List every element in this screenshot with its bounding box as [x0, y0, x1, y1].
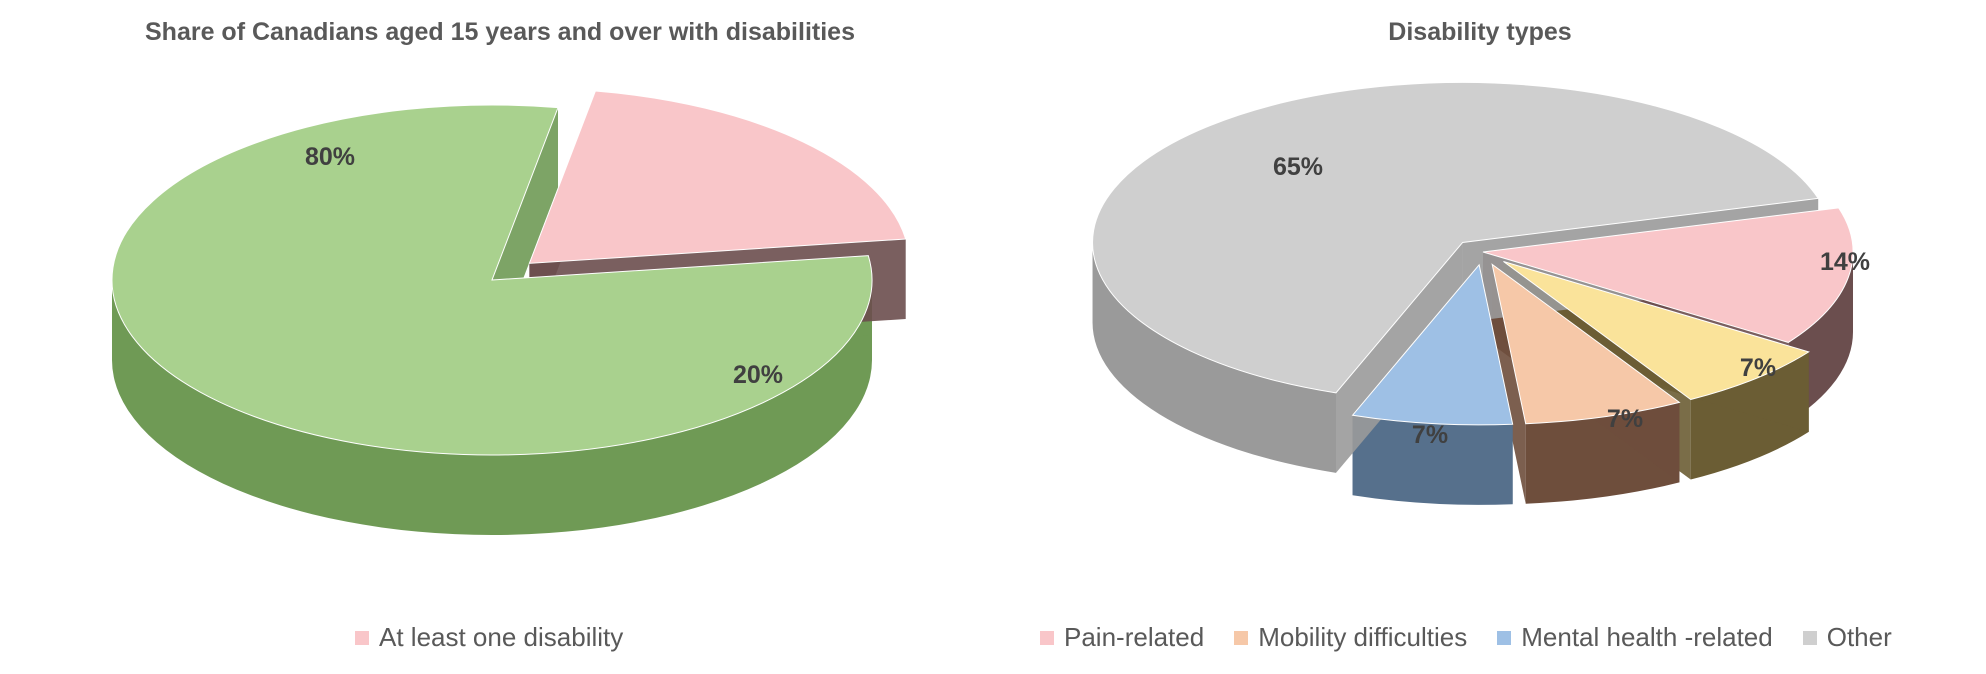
legend-left: At least one disability: [355, 622, 623, 653]
data-label-0-0: 80%: [305, 143, 355, 171]
legend-swatch-at-least-one: [355, 630, 369, 645]
legend-swatch-pain: [1040, 630, 1054, 645]
data-label-0-1: 20%: [733, 361, 783, 389]
data-label-1-3: 7%: [1412, 421, 1448, 449]
legend-swatch-mobility: [1234, 630, 1249, 645]
pie-side-0-0: [112, 280, 872, 535]
legend-item-mobility: Mobility difficulties: [1234, 622, 1467, 653]
chart-title-disabilities: Share of Canadians aged 15 years and ove…: [145, 18, 855, 46]
legend-right: Pain-related Mobility difficulties Menta…: [1040, 622, 1892, 653]
pie-1: 14% 7% 7% 7% 65%: [1092, 82, 1870, 505]
legend-item-pain: Pain-related: [1040, 622, 1204, 653]
legend-label-at-least-one: At least one disability: [379, 622, 624, 652]
pie-slice-0-0: [111, 104, 873, 456]
pie-slice-1-2: [1491, 263, 1681, 425]
pie-slice-0-1: [528, 90, 907, 264]
pie-slice-1-1: [1503, 261, 1810, 401]
pie-0: 80% 20%: [111, 90, 907, 535]
data-label-1-1: 7%: [1740, 354, 1776, 382]
pie-slice-1-3: [1351, 263, 1514, 426]
chart-title-disability-types: Disability types: [1388, 18, 1572, 46]
pie-slice-1-4: [1092, 82, 1820, 394]
legend-item-other: Other: [1802, 622, 1892, 653]
data-label-1-2: 7%: [1607, 405, 1643, 433]
legend-item-at-least-one: At least one disability: [355, 622, 623, 653]
legend-label-other: Other: [1826, 622, 1892, 652]
pie-slice-1-0: [1482, 207, 1854, 343]
legend-label-pain: Pain-related: [1064, 622, 1205, 652]
data-label-1-0: 14%: [1820, 248, 1870, 276]
legend-item-mental-health: Mental health -related: [1497, 622, 1773, 653]
legend-swatch-mental-health: [1497, 630, 1512, 645]
pie-side-1-4: [1092, 242, 1336, 473]
legend-label-mental-health: Mental health -related: [1521, 622, 1773, 652]
data-label-1-4: 65%: [1273, 153, 1323, 181]
legend-swatch-other: [1802, 630, 1817, 645]
legend-label-mobility: Mobility difficulties: [1258, 622, 1468, 652]
pie-edge-1-2-1: [1492, 264, 1526, 504]
